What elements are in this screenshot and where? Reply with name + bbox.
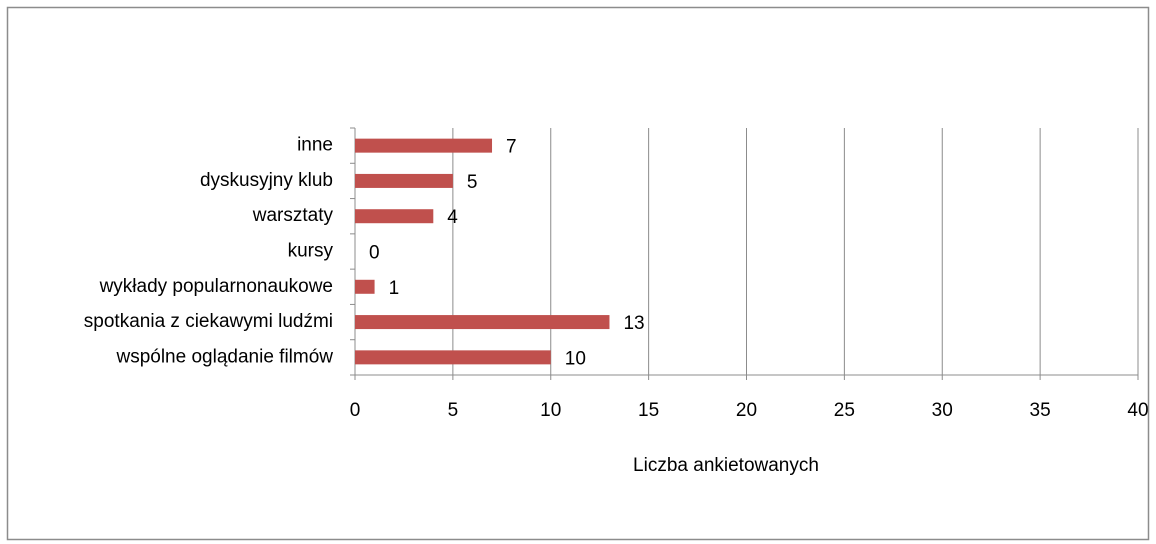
data-label: 13	[623, 313, 644, 334]
x-tick-label: 35	[1030, 400, 1051, 421]
bar	[355, 315, 610, 330]
bar	[355, 350, 551, 365]
y-tick-label: inne	[297, 135, 333, 156]
data-label: 0	[369, 243, 380, 264]
y-tick-label: wykłady popularnonaukowe	[99, 276, 333, 297]
data-label: 5	[467, 172, 478, 193]
data-label: 10	[565, 348, 586, 369]
x-tick-label: 0	[350, 400, 361, 421]
y-tick-label: wspólne oglądanie filmów	[115, 346, 333, 367]
x-tick-label: 20	[736, 400, 757, 421]
data-label: 7	[506, 137, 517, 158]
x-axis-label: Liczba ankietowanych	[633, 455, 819, 476]
x-tick-label: 10	[540, 400, 561, 421]
data-label: 1	[389, 278, 400, 299]
y-tick-label: spotkania z ciekawymi ludźmi	[84, 311, 333, 332]
data-label: 4	[447, 207, 458, 228]
y-tick-label: dyskusyjny klub	[200, 170, 333, 191]
x-tick-label: 25	[834, 400, 855, 421]
x-tick-label: 15	[638, 400, 659, 421]
x-tick-label: 40	[1127, 400, 1148, 421]
y-tick-label: kursy	[288, 241, 334, 262]
chart-frame	[6, 6, 1150, 541]
y-tick-label: warsztaty	[252, 205, 334, 226]
x-tick-label: 5	[448, 400, 459, 421]
bar	[355, 279, 375, 294]
bar	[355, 138, 493, 153]
bar	[355, 209, 434, 224]
bar	[355, 173, 453, 188]
x-tick-label: 30	[932, 400, 953, 421]
